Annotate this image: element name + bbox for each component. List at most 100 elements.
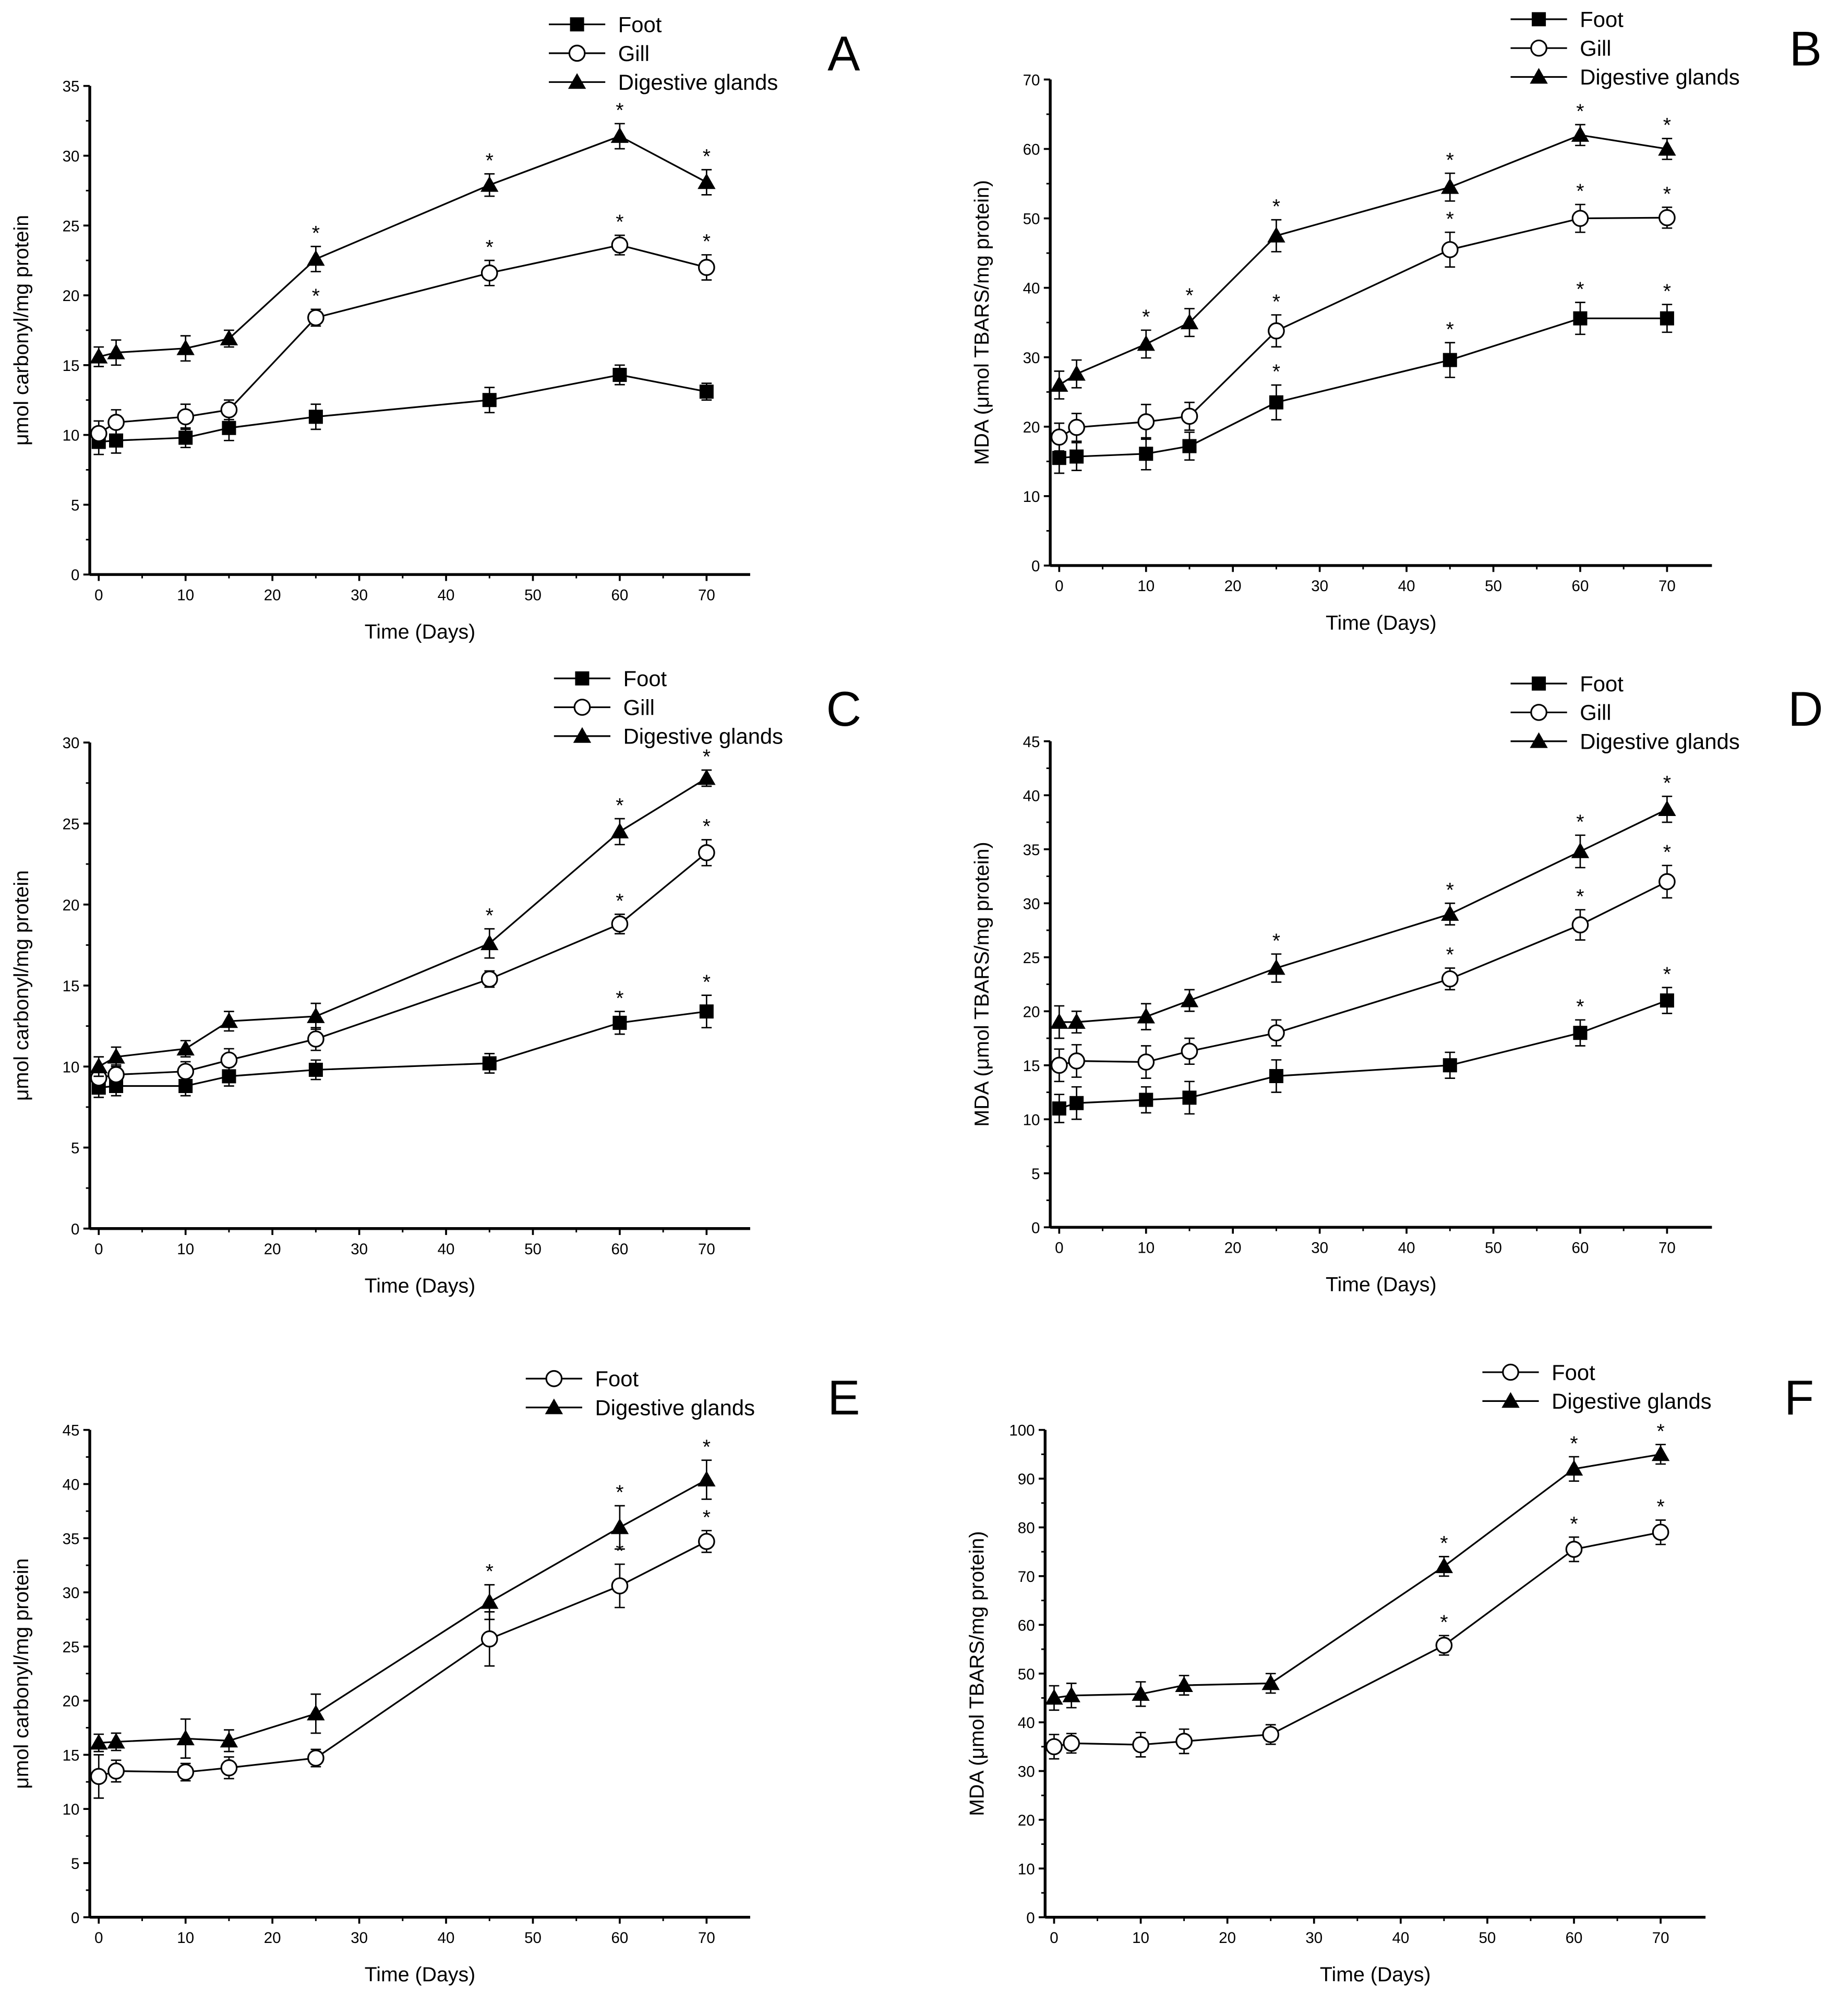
panel-label: C: [826, 681, 861, 736]
x-axis-title: Time (Days): [1326, 611, 1437, 634]
significance-star: *: [703, 815, 711, 838]
data-point: [107, 414, 125, 431]
x-tick-label: 30: [1311, 578, 1328, 595]
y-tick-label: 45: [1023, 734, 1040, 751]
data-point: [307, 1749, 324, 1767]
significance-star: *: [703, 1435, 711, 1458]
significance-star: *: [616, 99, 623, 122]
data-point: [1651, 1445, 1670, 1461]
series-gill: * * * *: [90, 211, 715, 447]
series-foot: **: [1052, 963, 1674, 1123]
series-line: [1054, 1531, 1661, 1748]
x-tick-label: 50: [1485, 1239, 1502, 1256]
x-tick-label: 50: [524, 586, 542, 604]
data-point: [107, 1066, 125, 1084]
series-gill: * * *: [1050, 841, 1676, 1083]
y-tick-label: 30: [63, 148, 80, 165]
legend-marker: [575, 671, 590, 686]
data-point: [176, 1730, 195, 1746]
data-point: [1441, 241, 1459, 258]
significance-star: *: [1446, 208, 1454, 231]
y-tick-label: 60: [1018, 1617, 1035, 1634]
panel-e: 0 10 20 30 40 50 60 70 0 5 10 15 20 25 30 35 40 45 Time (D…: [10, 1366, 860, 1986]
data-point: [1182, 439, 1197, 453]
significance-star: *: [1656, 1495, 1664, 1518]
significance-star: *: [1576, 995, 1584, 1018]
x-tick-label: 30: [351, 1929, 368, 1947]
y-tick-label: 35: [63, 78, 80, 95]
significance-star: *: [703, 746, 711, 769]
x-tick-label: 10: [177, 586, 194, 604]
x-tick-label: 10: [177, 1241, 194, 1258]
data-point: [480, 1630, 498, 1648]
data-point: [220, 1732, 238, 1748]
y-tick-label: 50: [1018, 1666, 1035, 1683]
x-tick-label: 60: [1572, 578, 1589, 595]
y-tick-label: 10: [1023, 1111, 1040, 1129]
data-point: [307, 250, 325, 266]
y-tick-label: 20: [1023, 1003, 1040, 1021]
panel-label: F: [1784, 1370, 1814, 1425]
data-point: [1573, 311, 1588, 326]
y-tick-label: 50: [1023, 211, 1040, 228]
legend-marker: [1530, 732, 1548, 748]
data-point: [177, 1763, 195, 1781]
data-point: [1052, 1101, 1066, 1116]
y-tick-label: 15: [63, 1747, 80, 1764]
data-point: [178, 430, 193, 445]
series-line: [98, 777, 707, 1067]
legend-marker: [1532, 12, 1546, 27]
data-point: [308, 1062, 323, 1077]
x-tick-label: 20: [264, 1241, 281, 1258]
significance-star: *: [1576, 811, 1584, 834]
significance-star: *: [1272, 290, 1280, 313]
data-point: [1063, 1734, 1080, 1752]
data-point: [109, 433, 124, 448]
significance-star: *: [1576, 278, 1584, 301]
y-axis-title: MDA (μmol TBARS/mg protein): [970, 180, 993, 465]
legend: Foot Gill Digestive glands: [1510, 671, 1740, 753]
data-point: [1068, 418, 1085, 436]
legend-label: Digestive glands: [1552, 1389, 1711, 1413]
significance-star: *: [616, 987, 623, 1010]
data-point: [611, 236, 629, 254]
legend-label: Digestive glands: [595, 1395, 755, 1420]
x-tick-label: 50: [524, 1241, 542, 1258]
data-point: [1069, 1096, 1084, 1110]
data-point: [1269, 1069, 1283, 1083]
data-point: [1443, 353, 1457, 367]
x-tick-label: 0: [94, 586, 103, 604]
significance-star: *: [1663, 114, 1671, 137]
x-tick-label: 0: [1055, 578, 1063, 595]
data-point: [1137, 335, 1155, 351]
y-tick-label: 90: [1018, 1471, 1035, 1488]
y-tick-label: 10: [1023, 488, 1040, 506]
legend-label: Foot: [623, 666, 667, 691]
significance-star: *: [312, 222, 320, 245]
legend-marker: [568, 73, 586, 89]
significance-star: *: [1446, 879, 1454, 902]
legend-marker: [545, 1370, 563, 1387]
series-line: [98, 244, 707, 435]
data-point: [698, 259, 715, 276]
legend-label: Gill: [618, 41, 650, 66]
data-point: [1441, 178, 1459, 194]
x-tick-label: 20: [264, 1929, 281, 1947]
data-point: [1181, 407, 1198, 425]
significance-star: *: [616, 890, 623, 913]
y-tick-label: 60: [1023, 141, 1040, 159]
significance-star: *: [486, 1560, 494, 1583]
data-point: [1139, 447, 1153, 461]
significance-star: *: [1570, 1432, 1578, 1455]
x-axis-title: Time (Days): [365, 620, 476, 643]
y-axis-title: μmol carbonyl/mg protein: [10, 1558, 33, 1789]
data-point: [1182, 1090, 1197, 1105]
data-point: [1180, 991, 1199, 1007]
significance-star: *: [1446, 943, 1454, 966]
x-tick-label: 40: [1392, 1929, 1409, 1947]
legend-marker: [1530, 704, 1547, 721]
data-point: [611, 915, 629, 933]
y-tick-label: 10: [63, 1801, 80, 1818]
y-tick-label: 5: [71, 1140, 79, 1157]
data-point: [107, 1733, 125, 1749]
